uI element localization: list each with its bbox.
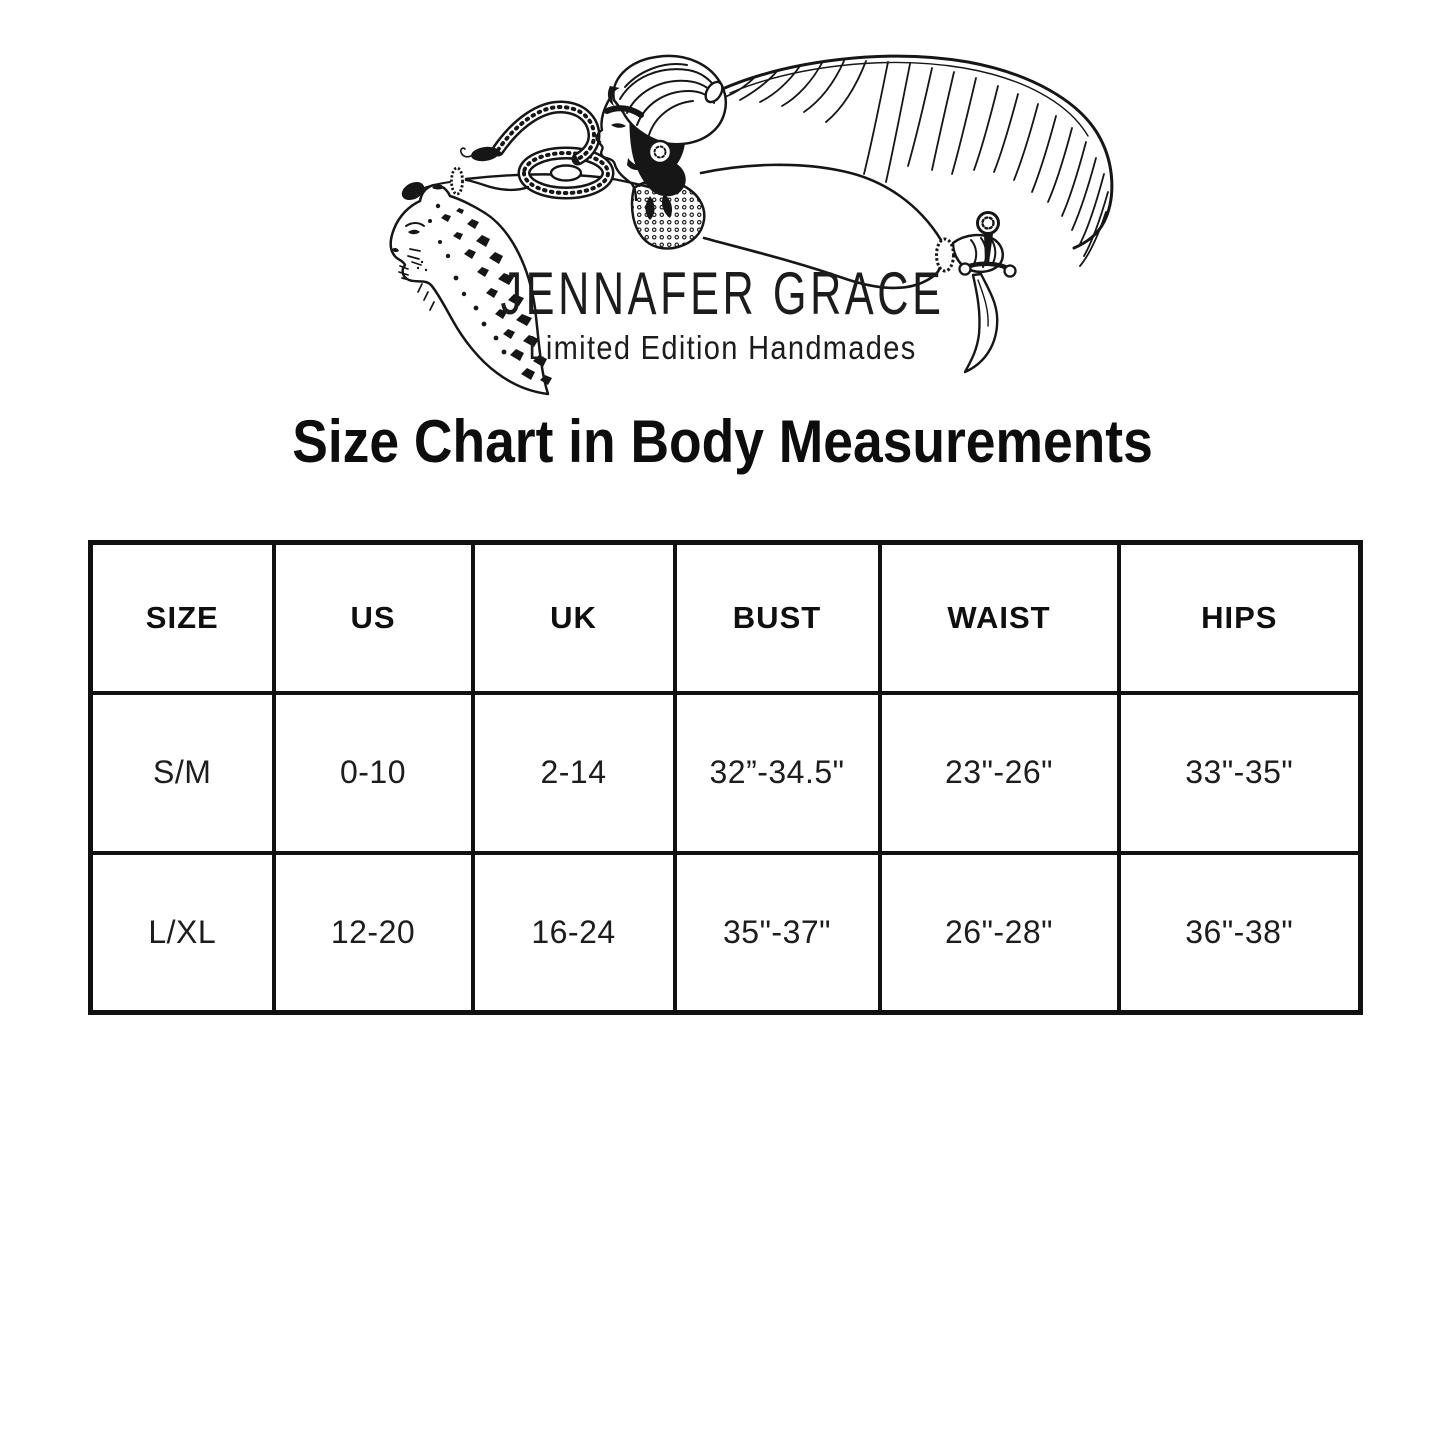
- woman-portrait-icon: [595, 54, 727, 250]
- column-header-hips: HIPS: [1116, 540, 1363, 695]
- column-header-bust: BUST: [672, 540, 882, 695]
- page-title: Size Chart in Body Measurements: [292, 408, 1153, 475]
- table-row-sm: S/M 0-10 2-14 32”-34.5" 23"-26" 33"-35": [88, 690, 1363, 855]
- face-profile: [595, 96, 638, 202]
- beaded-collar: [630, 178, 706, 250]
- brand-illustration-icon: [389, 54, 1114, 396]
- snake-icon: [460, 100, 615, 200]
- column-header-size: SIZE: [88, 540, 276, 695]
- cell-waist: 23"-26": [877, 690, 1121, 855]
- cell-uk: 16-24: [470, 850, 677, 1015]
- cell-hips: 33"-35": [1116, 690, 1363, 855]
- cell-size: L/XL: [88, 850, 276, 1015]
- earring: [627, 158, 648, 171]
- cell-us: 12-20: [271, 850, 475, 1015]
- feather-icon: [718, 54, 1114, 267]
- leopard-icon: [389, 183, 552, 396]
- dagger-grip: [984, 234, 993, 263]
- eyebrow: [604, 105, 644, 118]
- cell-hips: 36"-38": [1116, 850, 1363, 1015]
- cell-uk: 2-14: [470, 690, 677, 855]
- brand-name: JENNAFER GRACE: [500, 260, 945, 327]
- brand-tagline: Limited Edition Handmades: [528, 329, 917, 366]
- cell-us: 0-10: [271, 690, 475, 855]
- eye: [611, 123, 626, 128]
- wrist-bracelet: [935, 237, 955, 273]
- column-header-waist: WAIST: [877, 540, 1121, 695]
- dagger-blade: [963, 272, 999, 374]
- hand-with-bracelet-icon: [401, 166, 464, 201]
- cell-bust: 32”-34.5": [672, 690, 882, 855]
- column-header-us: US: [271, 540, 475, 695]
- dagger-pommel: [976, 211, 1000, 235]
- header-row: SIZE US UK BUST WAIST HIPS: [88, 540, 1363, 695]
- leopard-spots: [441, 208, 552, 385]
- cell-bust: 35"-37": [672, 850, 882, 1015]
- dagger-hand-icon: [935, 211, 1017, 374]
- cell-size: S/M: [88, 690, 276, 855]
- table-row-lxl: L/XL 12-20 16-24 35"-37" 26"-28" 36"-38": [88, 850, 1363, 1015]
- column-header-uk: UK: [470, 540, 677, 695]
- arm-lines: [699, 163, 943, 290]
- cell-waist: 26"-28": [877, 850, 1121, 1015]
- size-chart-table: SIZE US UK BUST WAIST HIPS S/M 0-10 2-14…: [88, 540, 1363, 1015]
